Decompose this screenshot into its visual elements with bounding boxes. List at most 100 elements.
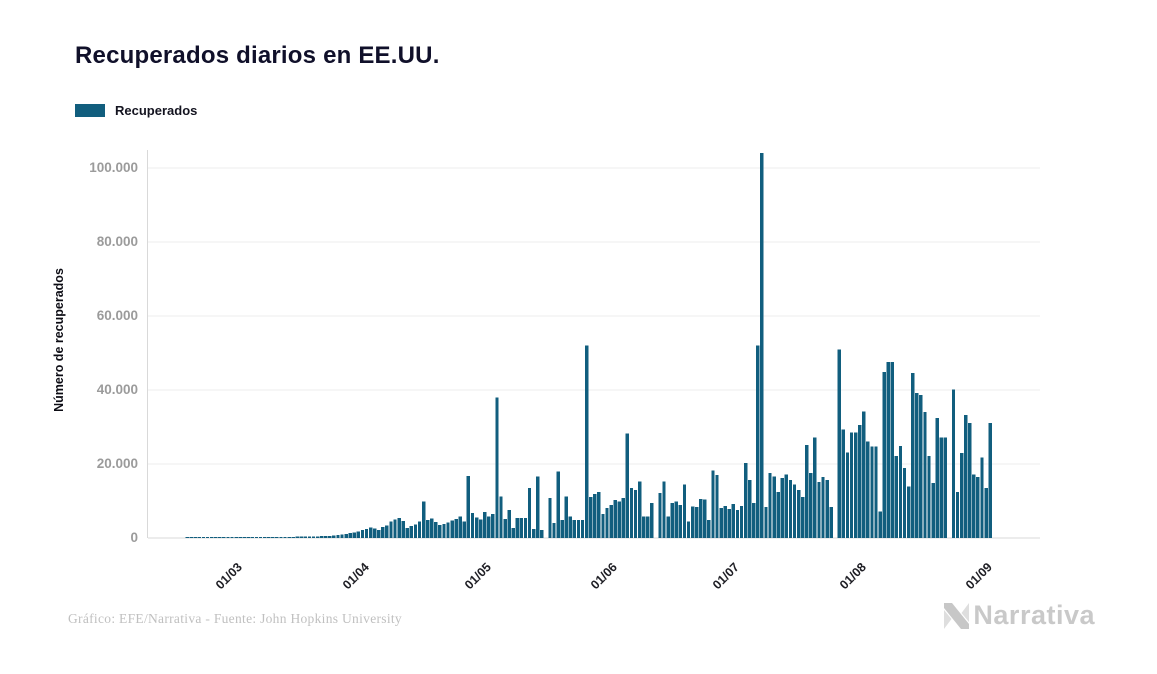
- bar[interactable]: [674, 501, 678, 538]
- bar[interactable]: [678, 505, 683, 538]
- bar[interactable]: [446, 522, 450, 538]
- bar[interactable]: [580, 519, 585, 538]
- bar[interactable]: [760, 153, 764, 538]
- bar[interactable]: [421, 501, 426, 538]
- bar[interactable]: [197, 537, 202, 538]
- bar[interactable]: [695, 506, 699, 538]
- bar[interactable]: [299, 536, 303, 538]
- bar[interactable]: [271, 536, 275, 538]
- bar[interactable]: [682, 484, 687, 538]
- bar[interactable]: [267, 537, 271, 538]
- bar[interactable]: [817, 481, 821, 538]
- bar[interactable]: [911, 372, 915, 538]
- bar[interactable]: [613, 499, 617, 538]
- bar[interactable]: [633, 489, 638, 538]
- bar[interactable]: [902, 468, 907, 538]
- bar[interactable]: [515, 518, 520, 538]
- bar[interactable]: [483, 512, 487, 538]
- bar[interactable]: [328, 535, 332, 538]
- bar[interactable]: [711, 470, 715, 538]
- bar[interactable]: [564, 496, 568, 538]
- bar[interactable]: [605, 508, 609, 538]
- bar[interactable]: [560, 519, 564, 538]
- bar[interactable]: [690, 506, 695, 538]
- bar[interactable]: [959, 452, 964, 538]
- bar[interactable]: [499, 496, 503, 538]
- legend-item-recuperados[interactable]: Recuperados: [75, 103, 197, 118]
- bar[interactable]: [964, 414, 968, 538]
- bar[interactable]: [250, 537, 255, 538]
- bar[interactable]: [209, 537, 214, 538]
- bar[interactable]: [589, 496, 593, 538]
- bar[interactable]: [866, 441, 870, 538]
- bar[interactable]: [752, 502, 756, 538]
- bar[interactable]: [487, 516, 491, 538]
- bar[interactable]: [772, 476, 776, 538]
- bar[interactable]: [381, 526, 385, 538]
- bar[interactable]: [205, 537, 210, 538]
- bar[interactable]: [894, 455, 899, 538]
- bar[interactable]: [927, 455, 931, 538]
- bar[interactable]: [540, 529, 544, 538]
- bar[interactable]: [324, 536, 328, 538]
- bar[interactable]: [242, 537, 246, 538]
- bar[interactable]: [739, 505, 744, 538]
- bar[interactable]: [454, 518, 458, 538]
- bar[interactable]: [478, 519, 483, 539]
- bar[interactable]: [796, 489, 801, 538]
- bar[interactable]: [955, 491, 960, 538]
- bar[interactable]: [234, 537, 238, 538]
- bar[interactable]: [307, 536, 312, 538]
- bar[interactable]: [915, 392, 919, 538]
- bar[interactable]: [715, 475, 719, 538]
- bar[interactable]: [303, 536, 308, 538]
- bar[interactable]: [792, 484, 797, 538]
- bar[interactable]: [246, 537, 250, 538]
- bar[interactable]: [332, 535, 336, 538]
- bar[interactable]: [735, 509, 740, 538]
- bar[interactable]: [890, 361, 894, 538]
- bar[interactable]: [364, 529, 369, 538]
- bar[interactable]: [800, 496, 805, 538]
- bar[interactable]: [601, 513, 605, 538]
- bar[interactable]: [295, 536, 299, 538]
- bar[interactable]: [788, 479, 793, 538]
- bar[interactable]: [617, 501, 621, 538]
- bar[interactable]: [829, 506, 833, 538]
- bar[interactable]: [886, 361, 890, 538]
- bar[interactable]: [568, 516, 572, 538]
- bar[interactable]: [320, 536, 324, 538]
- bar[interactable]: [670, 502, 674, 538]
- bar[interactable]: [747, 479, 752, 538]
- bar[interactable]: [727, 508, 731, 538]
- bar[interactable]: [731, 503, 736, 538]
- bar[interactable]: [593, 493, 597, 538]
- bar[interactable]: [976, 476, 980, 538]
- bar[interactable]: [853, 432, 858, 538]
- bar[interactable]: [972, 474, 976, 538]
- bar[interactable]: [230, 537, 234, 538]
- bar[interactable]: [780, 478, 784, 538]
- bar[interactable]: [870, 446, 874, 538]
- bar[interactable]: [743, 462, 748, 538]
- bar[interactable]: [218, 537, 222, 538]
- bar[interactable]: [258, 537, 263, 538]
- bar[interactable]: [935, 417, 939, 538]
- bar[interactable]: [401, 520, 405, 538]
- bar[interactable]: [809, 472, 813, 538]
- bar[interactable]: [943, 437, 947, 538]
- bar[interactable]: [462, 521, 467, 538]
- bar[interactable]: [597, 491, 601, 538]
- bar[interactable]: [923, 412, 927, 538]
- bar[interactable]: [862, 411, 866, 538]
- bar[interactable]: [283, 536, 287, 538]
- bar[interactable]: [531, 528, 536, 538]
- bar[interactable]: [584, 345, 589, 538]
- bar[interactable]: [393, 519, 397, 539]
- bar[interactable]: [686, 521, 691, 538]
- bar[interactable]: [389, 521, 393, 538]
- bar[interactable]: [222, 537, 226, 538]
- bar[interactable]: [609, 505, 613, 538]
- bar[interactable]: [275, 536, 279, 538]
- bar[interactable]: [430, 518, 434, 538]
